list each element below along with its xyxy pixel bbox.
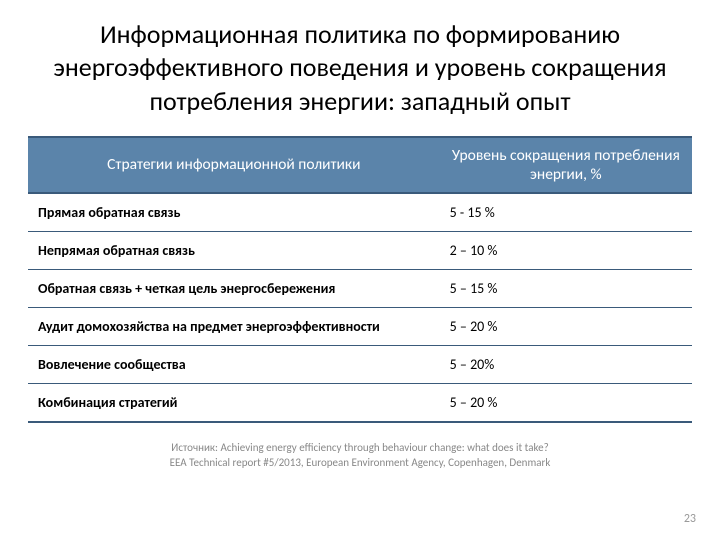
header-strategy: Стратегии информационной политики <box>28 137 440 193</box>
table-header-row: Стратегии информационной политики Уровен… <box>28 137 692 193</box>
cell-strategy: Обратная связь + четкая цель энергосбере… <box>28 269 440 307</box>
cell-value: 5 – 15 % <box>440 269 692 307</box>
table-row: Обратная связь + четкая цель энергосбере… <box>28 269 692 307</box>
cell-value: 2 – 10 % <box>440 231 692 269</box>
page-number: 23 <box>684 512 696 526</box>
source-line1: Источник: Achieving energy efficiency th… <box>28 441 692 456</box>
header-value: Уровень сокращения потребления энергии, … <box>440 137 692 193</box>
cell-value: 5 – 20 % <box>440 307 692 345</box>
table-row: Аудит домохозяйства на предмет энергоэфф… <box>28 307 692 345</box>
table-row: Непрямая обратная связь 2 – 10 % <box>28 231 692 269</box>
table-row: Прямая обратная связь 5 - 15 % <box>28 193 692 232</box>
table-row: Вовлечение сообщества 5 – 20% <box>28 345 692 383</box>
slide-title: Информационная политика по формированию … <box>28 18 692 118</box>
cell-strategy: Прямая обратная связь <box>28 193 440 232</box>
source-line2: EEA Technical report #5/2013, European E… <box>28 456 692 471</box>
cell-strategy: Аудит домохозяйства на предмет энергоэфф… <box>28 307 440 345</box>
cell-value: 5 – 20% <box>440 345 692 383</box>
cell-strategy: Непрямая обратная связь <box>28 231 440 269</box>
cell-value: 5 – 20 % <box>440 383 692 422</box>
source-citation: Источник: Achieving energy efficiency th… <box>28 441 692 471</box>
slide-container: Информационная политика по формированию … <box>0 0 720 540</box>
cell-strategy: Вовлечение сообщества <box>28 345 440 383</box>
table-row: Комбинация стратегий 5 – 20 % <box>28 383 692 422</box>
cell-value: 5 - 15 % <box>440 193 692 232</box>
data-table: Стратегии информационной политики Уровен… <box>28 136 692 423</box>
cell-strategy: Комбинация стратегий <box>28 383 440 422</box>
